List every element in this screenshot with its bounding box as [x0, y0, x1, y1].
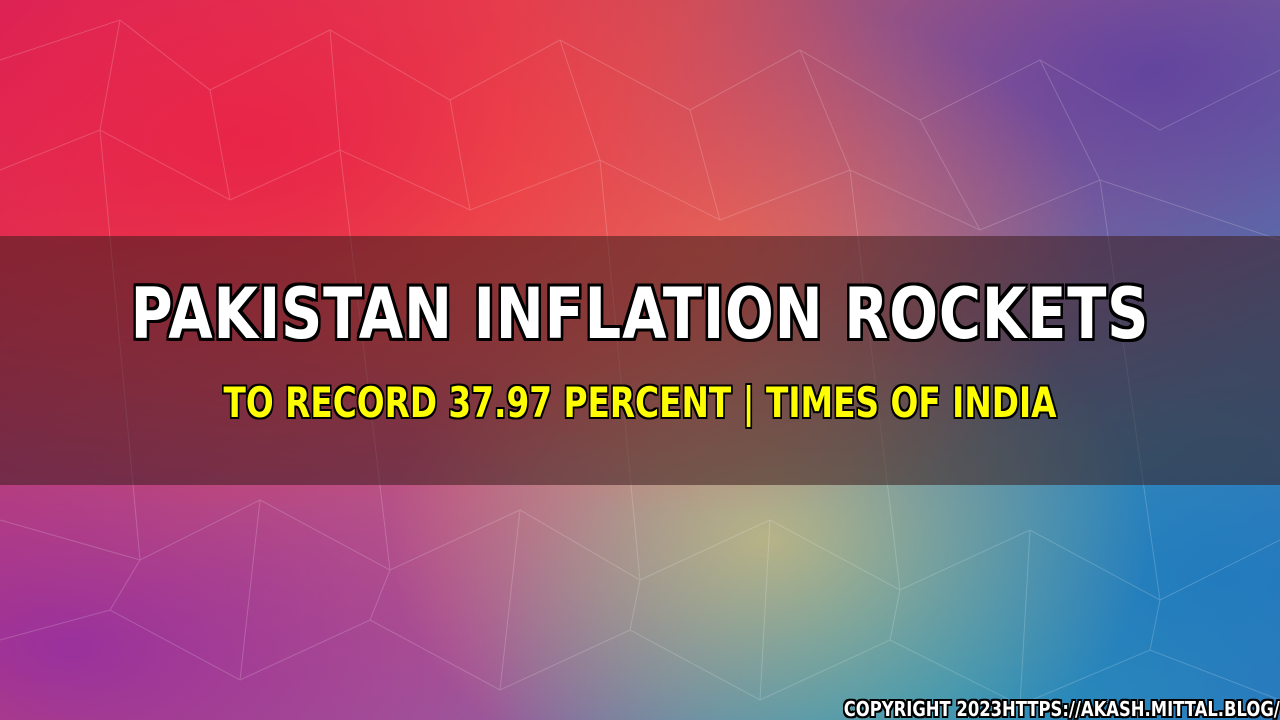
title-band [0, 236, 1280, 485]
headline-subtitle: TO RECORD 37.97 PERCENT | TIMES OF INDIA [223, 378, 1057, 427]
copyright-notice: COPYRIGHT 2023HTTPS://AKASH.MITTAL.BLOG/ [843, 697, 1280, 720]
headline-title: PAKISTAN INFLATION ROCKETS [130, 273, 1150, 355]
